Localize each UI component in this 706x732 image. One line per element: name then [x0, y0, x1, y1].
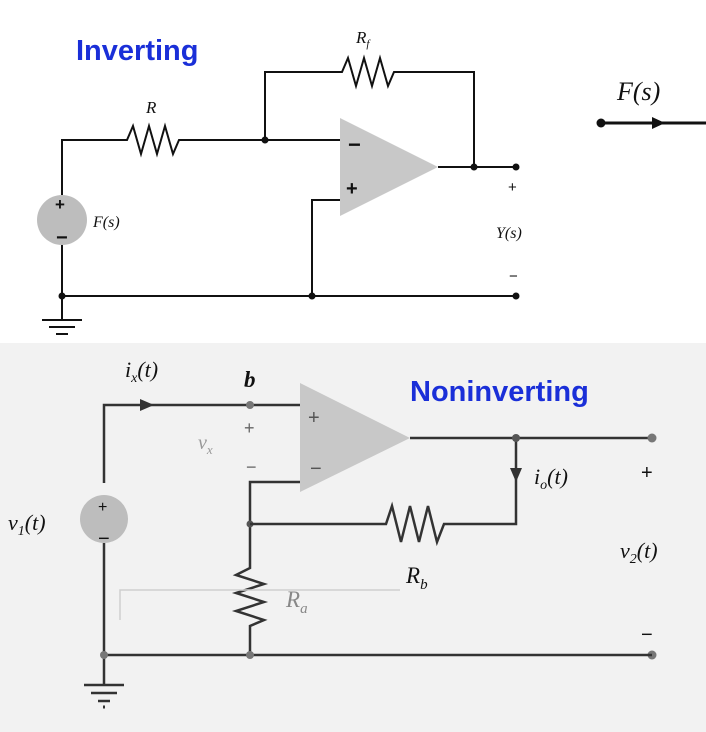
output-minus-sign: −	[641, 624, 653, 646]
ground-node-mid	[246, 651, 254, 659]
vx-plus-sign: +	[244, 418, 255, 438]
ground-icon	[84, 683, 124, 709]
io-label: io(t)	[534, 464, 568, 493]
output-terminal-top	[647, 433, 657, 443]
opamp-minus-sign: −	[348, 132, 361, 157]
output-node	[512, 434, 520, 442]
rf-resistor	[335, 54, 400, 90]
vx-minus-sign: −	[246, 457, 257, 477]
node-b	[246, 401, 254, 409]
block-input-dot	[596, 118, 606, 128]
opamp-minus-sign: −	[310, 458, 322, 480]
output-label: Y(s)	[496, 225, 522, 242]
voltage-source	[37, 195, 87, 245]
ground-node-left	[58, 292, 66, 300]
source-label: F(s)	[92, 214, 120, 231]
inverting-circuit: Inverting Rf R − + + Y(s) − + − F(s)	[37, 28, 522, 335]
plus-input-wire	[311, 199, 340, 296]
input-wire-left	[61, 139, 120, 195]
rb-wire-right	[452, 438, 518, 526]
rf-label: Rf	[355, 28, 371, 50]
arrow-head-icon	[652, 117, 665, 129]
ground-node-left	[100, 651, 108, 659]
minus-input-wire	[248, 480, 300, 562]
source-minus-sign: −	[98, 528, 110, 550]
ra-label: Ra	[285, 587, 308, 617]
input-wire	[102, 403, 300, 483]
inverting-title: Inverting	[76, 35, 198, 67]
output-minus-sign: −	[509, 268, 518, 285]
opamp-plus-sign: +	[308, 407, 320, 429]
junction-node	[261, 136, 269, 144]
block-diagram-fragment: F(s)	[596, 77, 706, 129]
ground-icon	[42, 319, 82, 335]
v2-label: v2(t)	[620, 538, 658, 567]
noninverting-circuit: Noninverting ix(t) b + vx − + − Rb io(t)…	[0, 343, 706, 732]
current-arrow-icon	[140, 399, 154, 411]
feedback-wire	[264, 71, 335, 140]
opamp-plus-sign: +	[346, 178, 358, 200]
io-arrow-icon	[510, 468, 522, 482]
output-plus-sign: +	[508, 179, 517, 196]
noninverting-title: Noninverting	[410, 376, 589, 408]
source-plus-sign: +	[98, 499, 107, 516]
voltage-source	[80, 495, 128, 543]
block-input-label: F(s)	[616, 77, 660, 106]
rb-label: Rb	[405, 563, 428, 593]
ra-resistor	[231, 562, 269, 655]
source-minus-sign: −	[56, 227, 68, 249]
rb-resistor	[378, 501, 452, 547]
opamp-noninverting	[300, 383, 410, 492]
source-plus-sign: +	[55, 195, 65, 214]
output-terminal-top	[512, 163, 520, 171]
ground-node-mid	[308, 292, 316, 300]
faint-guide-line	[119, 589, 400, 620]
opamp-inverting	[340, 118, 438, 216]
feedback-wire-right	[400, 71, 475, 167]
node-b-label: b	[244, 367, 256, 392]
r-label: R	[145, 98, 157, 117]
output-node	[470, 163, 478, 171]
r-resistor	[120, 122, 186, 158]
vx-label: vx	[198, 432, 213, 457]
output-plus-sign: +	[641, 462, 653, 484]
ix-label: ix(t)	[125, 357, 158, 386]
v1-label: v1(t)	[8, 510, 46, 539]
